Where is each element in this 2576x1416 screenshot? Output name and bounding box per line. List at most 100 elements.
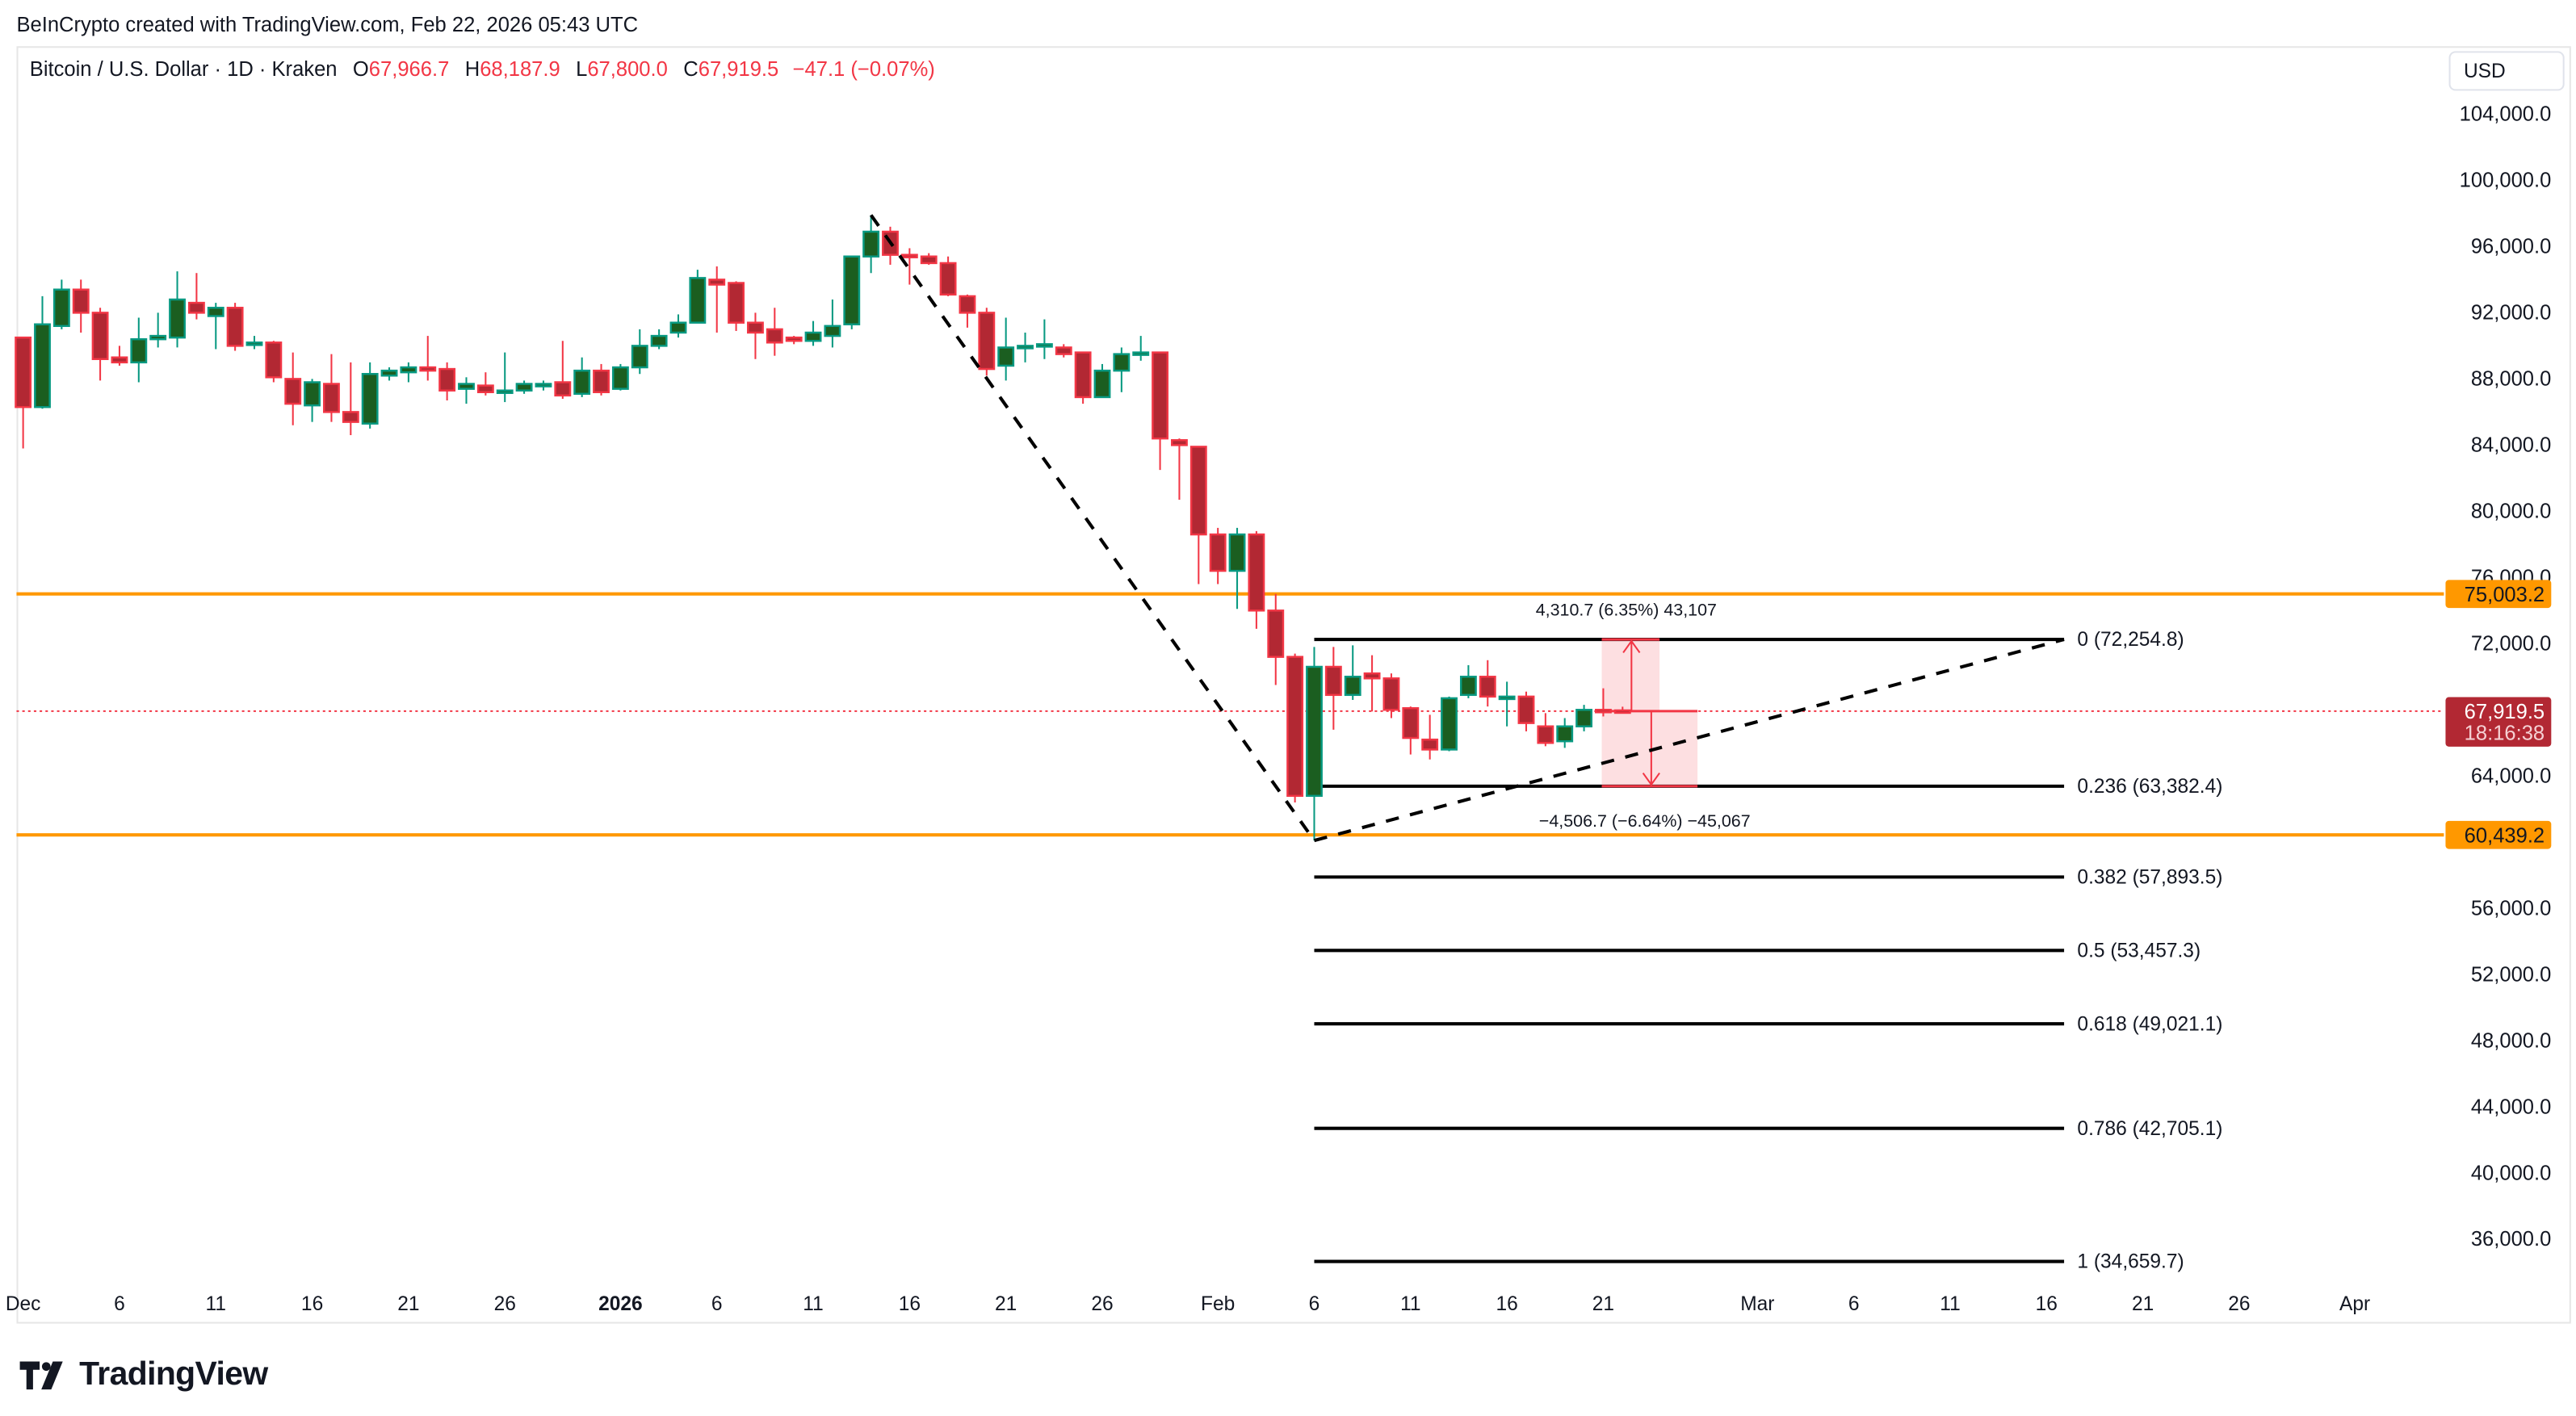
candle xyxy=(1035,319,1053,359)
candle xyxy=(843,255,861,329)
candle xyxy=(419,336,437,381)
candle-body xyxy=(496,389,514,395)
candle xyxy=(689,270,707,324)
candle-body xyxy=(1324,665,1342,697)
candle xyxy=(34,295,51,409)
candle xyxy=(1479,660,1496,707)
price-tick-label: 52,000.0 xyxy=(2471,963,2551,986)
candle xyxy=(804,320,822,346)
candle-body xyxy=(515,383,533,392)
candle xyxy=(149,312,167,348)
time-tick-label: 21 xyxy=(397,1293,419,1315)
time-tick-label: Dec xyxy=(6,1293,41,1315)
candle-body xyxy=(1575,709,1593,727)
price-tick-label: 36,000.0 xyxy=(2471,1228,2551,1251)
candle-body xyxy=(728,282,745,324)
candle-body xyxy=(130,337,148,364)
currency-button[interactable]: USD xyxy=(2448,51,2565,91)
time-tick-label: 6 xyxy=(1309,1293,1320,1315)
candle xyxy=(1595,688,1612,717)
candle xyxy=(747,312,764,359)
time-tick-label: 6 xyxy=(711,1293,723,1315)
tradingview-logo-icon xyxy=(19,1361,63,1390)
fib-level-label: 0 (72,254.8) xyxy=(2077,629,2184,651)
tradingview-logo-text: TradingView xyxy=(79,1356,268,1393)
candle-body xyxy=(91,312,109,361)
candle-body xyxy=(1267,610,1285,658)
axis-price-labels: 75,003.2 60,439.2 67,919.518:16:38 xyxy=(2445,580,2552,849)
candle xyxy=(284,352,302,425)
price-axis: 104,000.0 100,000.0 96,000.0 92,000.0 88,000… xyxy=(2460,103,2552,1251)
candle-body xyxy=(997,346,1015,367)
fibonacci-retracement: 0 (72,254.8) 0.236 (63,382.4) 0.382 (57,89… xyxy=(1314,629,2222,1273)
candle-body xyxy=(1344,676,1361,697)
range-down-box xyxy=(1601,710,1698,786)
candle xyxy=(1537,713,1554,747)
candle xyxy=(1324,647,1342,730)
candle xyxy=(554,341,572,399)
candle xyxy=(245,336,263,350)
candle xyxy=(187,273,205,320)
time-tick-label: 26 xyxy=(1091,1293,1113,1315)
low-value: 67,800.0 xyxy=(587,57,668,82)
candle xyxy=(631,329,648,375)
time-tick-label: 21 xyxy=(995,1293,1017,1315)
candle-body xyxy=(959,295,976,314)
candle xyxy=(1152,351,1169,471)
candle xyxy=(900,248,918,285)
time-tick-label: Apr xyxy=(2339,1293,2370,1315)
range-up-label: 4,310.7 (6.35%) 43,107 xyxy=(1536,601,1717,620)
chart-frame xyxy=(16,46,2571,1324)
candle-body xyxy=(669,321,687,334)
candle xyxy=(766,308,783,356)
close-value: 67,919.5 xyxy=(698,57,779,82)
candle-body xyxy=(1613,709,1631,714)
candle xyxy=(1113,347,1131,392)
candle xyxy=(207,303,224,350)
candle xyxy=(939,256,957,296)
price-tick-label: 100,000.0 xyxy=(2460,170,2552,192)
candle xyxy=(882,226,899,265)
candle-body xyxy=(361,372,379,425)
time-tick-label: 11 xyxy=(206,1293,226,1315)
candle-body xyxy=(304,381,321,407)
time-tick-label: 11 xyxy=(1400,1293,1420,1315)
candle xyxy=(997,317,1015,381)
candle-body xyxy=(920,255,938,265)
tradingview-logo[interactable]: TradingView xyxy=(19,1356,268,1394)
candle-body xyxy=(593,369,610,393)
time-tick-label: 21 xyxy=(2132,1293,2154,1315)
price-tick-label: 84,000.0 xyxy=(2471,434,2551,457)
candle xyxy=(1441,696,1458,752)
candle xyxy=(1074,351,1092,404)
candle xyxy=(1421,714,1439,760)
time-tick-label: 16 xyxy=(2036,1293,2058,1315)
candle-body xyxy=(535,383,552,388)
price-tick-label: 80,000.0 xyxy=(2471,501,2551,523)
candle-body xyxy=(900,253,918,258)
candles xyxy=(15,215,1631,841)
low-label: L xyxy=(576,57,588,82)
candle xyxy=(323,354,340,422)
candle-body xyxy=(1132,351,1150,356)
candle xyxy=(535,380,552,391)
symbol-legend[interactable]: Bitcoin / U.S. Dollar · 1D · Kraken O67,… xyxy=(30,58,935,82)
candle xyxy=(52,279,70,329)
candle-body xyxy=(1595,709,1612,714)
candle-body xyxy=(380,369,398,377)
time-tick-label: 16 xyxy=(899,1293,921,1315)
price-tick-label: 56,000.0 xyxy=(2471,897,2551,920)
candle xyxy=(1189,446,1207,584)
candle-body xyxy=(1093,369,1111,399)
candle xyxy=(785,336,803,345)
candle xyxy=(91,308,109,381)
level-price-badge xyxy=(2445,820,2552,849)
candle-body xyxy=(52,288,70,328)
candle xyxy=(15,336,32,449)
candle xyxy=(728,281,745,331)
candle-body xyxy=(34,323,51,408)
trend-lines xyxy=(869,214,2065,843)
candle xyxy=(226,303,244,351)
candle xyxy=(669,314,687,338)
